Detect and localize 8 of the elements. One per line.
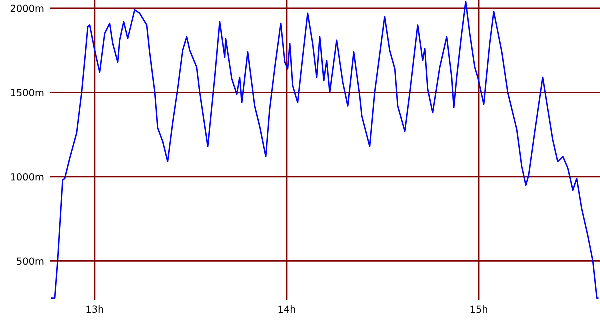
line-series [51,0,599,300]
x-tick-label: 13h [86,306,104,314]
y-tick-label: 1500m [11,89,44,97]
y-tick-label: 2000m [10,4,44,12]
x-tick-label: 15h [470,306,488,314]
y-tick-label: 500m [17,258,44,266]
x-tick-label: 14h [278,306,296,313]
y-tick-label: 1000m [11,173,44,181]
